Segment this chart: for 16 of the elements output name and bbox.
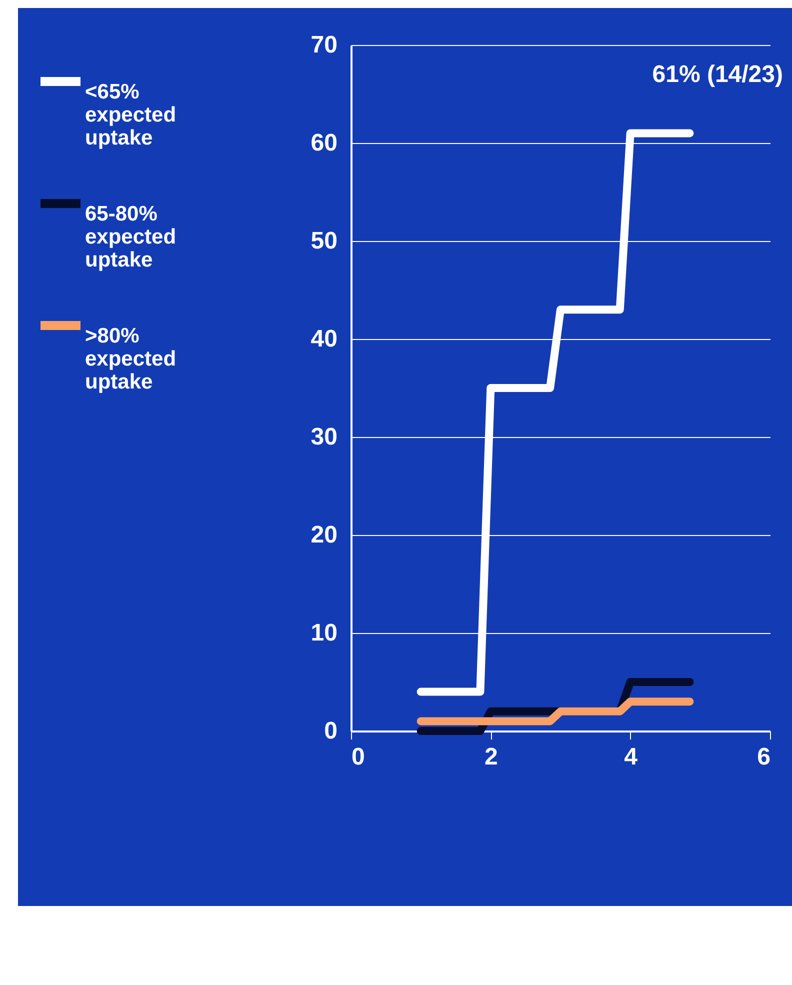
y-tick-label: 20 — [310, 522, 338, 548]
x-tick-label: 6 — [757, 744, 770, 770]
y-tick-label: 70 — [310, 32, 338, 58]
y-tick-label: 40 — [310, 326, 338, 352]
legend-label: 65-80% expected uptake — [85, 202, 176, 272]
annotation: 61% (14/23) — [652, 61, 783, 88]
legend-label: >80% expected uptake — [85, 324, 176, 394]
legend-label: <65% expected uptake — [85, 80, 176, 150]
y-tick-label: 30 — [310, 424, 338, 450]
y-tick-label: 0 — [324, 718, 338, 744]
x-tick-label: 2 — [484, 744, 498, 770]
y-tick-label: 10 — [310, 620, 338, 646]
x-tick-label: 4 — [624, 744, 638, 770]
y-tick-label: 50 — [310, 228, 338, 254]
x-tick-label: 0 — [352, 744, 365, 770]
y-tick-label: 60 — [310, 130, 338, 156]
